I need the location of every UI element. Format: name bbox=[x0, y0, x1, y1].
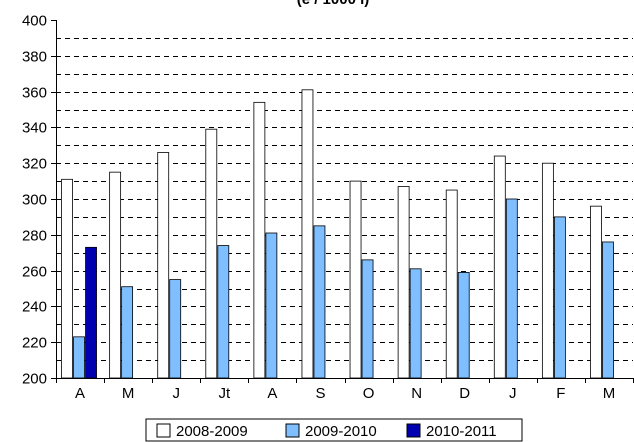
legend-swatch-2009-2010 bbox=[285, 423, 300, 438]
y-tick-label: 240 bbox=[22, 299, 47, 316]
x-tick-label: O bbox=[363, 385, 375, 402]
legend-label-2009-2010: 2009-2010 bbox=[305, 423, 377, 440]
bars bbox=[61, 89, 614, 379]
y-tick-label: 300 bbox=[22, 192, 47, 209]
y-tick-label: 340 bbox=[22, 120, 47, 137]
x-tick-label: M bbox=[122, 385, 135, 402]
x-tick-label: F bbox=[556, 385, 565, 402]
bar-2008-2009-N bbox=[397, 186, 410, 379]
bar-2009-2010-O bbox=[361, 259, 374, 379]
y-tick-label: 280 bbox=[22, 228, 47, 245]
bar-2008-2009-D bbox=[445, 189, 458, 379]
bar-2008-2009-F bbox=[541, 162, 554, 379]
bar-2008-2009-M bbox=[109, 171, 122, 379]
x-tick-label: Jt bbox=[218, 385, 231, 402]
y-tick-label: 200 bbox=[22, 371, 47, 388]
bar-2008-2009-O bbox=[349, 180, 362, 379]
gridlines bbox=[56, 38, 633, 361]
y-tick-label: 320 bbox=[22, 156, 47, 173]
legend: 2008-2009 2009-2010 2010-2011 bbox=[145, 418, 523, 442]
y-tick-labels: 200 220 240 260 280 300 320 340 360 380 400 bbox=[22, 13, 47, 388]
legend-swatch-2010-2011 bbox=[406, 423, 421, 438]
bar-2008-2009-A bbox=[61, 178, 73, 379]
x-tick-labels: A M J Jt A S O N D J F M bbox=[75, 385, 615, 402]
bar-2009-2010-F bbox=[553, 216, 566, 379]
bar-2009-2010-D bbox=[457, 271, 470, 379]
bar-2009-2010-J bbox=[169, 279, 182, 379]
bar-2008-2009-J bbox=[157, 152, 170, 379]
x-tick-label: S bbox=[315, 385, 325, 402]
x-tick-label: D bbox=[459, 385, 470, 402]
x-tick-label: M bbox=[603, 385, 616, 402]
x-tick-label: N bbox=[411, 385, 422, 402]
legend-label-2010-2011: 2010-2011 bbox=[426, 423, 497, 440]
legend-swatch-2008-2009 bbox=[156, 423, 171, 438]
chart-title: (e / 1000 l) bbox=[297, 0, 370, 8]
bar-2009-2010-J bbox=[505, 198, 518, 379]
bar-2009-2010-M bbox=[602, 241, 614, 379]
y-tick-label: 380 bbox=[22, 49, 47, 66]
bar-2009-2010-N bbox=[409, 268, 422, 379]
bar-2009-2010-A bbox=[265, 232, 278, 379]
bar-2008-2009-A bbox=[253, 101, 266, 379]
legend-frame bbox=[145, 418, 523, 442]
bar-2008-2009-J bbox=[493, 155, 506, 379]
bar-2009-2010-S bbox=[313, 225, 326, 379]
x-tick-label: J bbox=[509, 385, 517, 402]
x-tick-label: J bbox=[172, 385, 180, 402]
bar-2009-2010-Jt bbox=[217, 245, 230, 379]
bar-2009-2010-M bbox=[121, 286, 134, 379]
x-tick-label: A bbox=[267, 385, 277, 402]
y-tick-label: 400 bbox=[22, 13, 47, 30]
legend-label-2008-2009: 2008-2009 bbox=[176, 423, 248, 440]
y-tick-label: 220 bbox=[22, 335, 47, 352]
bar-2008-2009-S bbox=[301, 89, 314, 379]
y-tick-label: 360 bbox=[22, 85, 47, 102]
y-tick-label: 260 bbox=[22, 264, 47, 281]
x-tick-label: A bbox=[75, 385, 85, 402]
bar-2009-2010-A bbox=[73, 336, 85, 379]
bar-2008-2009-M bbox=[590, 205, 602, 379]
bar-2010-2011-A bbox=[85, 246, 97, 379]
bar-2008-2009-Jt bbox=[205, 128, 218, 379]
